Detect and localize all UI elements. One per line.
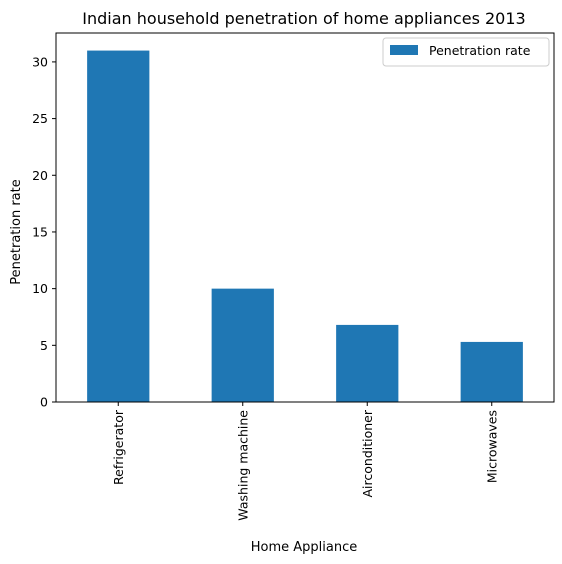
- y-tick-label: 15: [32, 224, 48, 239]
- legend-label: Penetration rate: [429, 43, 531, 58]
- chart-title: Indian household penetration of home app…: [82, 9, 525, 28]
- y-tick-label: 5: [40, 338, 48, 353]
- plot-area: 0 5 10 15 20 25 30 Refrigerator Washing machine A…: [32, 32, 555, 521]
- bar-washing-machine: [211, 288, 274, 402]
- x-tick-label: Microwaves: [484, 410, 499, 483]
- y-tick-label: 20: [32, 168, 48, 183]
- y-tick-label: 25: [32, 111, 48, 126]
- bar-microwaves: [460, 341, 523, 402]
- bar-refrigerator: [87, 50, 150, 402]
- x-tick-label: Refrigerator: [111, 409, 126, 485]
- x-tick-label: Airconditioner: [360, 409, 375, 497]
- y-tick-label: 10: [32, 281, 48, 296]
- axes-frame: [55, 32, 555, 403]
- legend-frame: [382, 37, 550, 67]
- x-tick-label: Washing machine: [235, 410, 250, 521]
- y-tick-label: 0: [40, 395, 48, 410]
- y-tick-label: 30: [32, 54, 48, 69]
- y-axis-label: Penetration rate: [9, 179, 24, 284]
- legend: Penetration rate: [382, 37, 550, 67]
- legend-swatch: [390, 45, 418, 55]
- bar-airconditioner: [336, 324, 399, 402]
- x-axis-label: Home Appliance: [251, 540, 358, 555]
